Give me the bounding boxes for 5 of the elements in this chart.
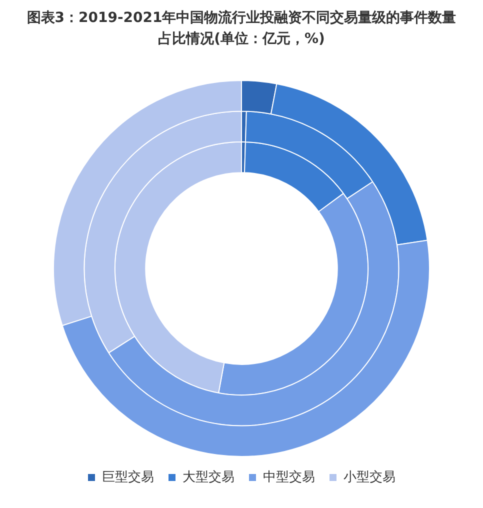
chart-title: 图表3：2019-2021年中国物流行业投融资不同交易量级的事件数量占比情况(单位：亿元，%) (26, 8, 458, 49)
legend-label: 中型交易 (263, 468, 315, 485)
legend-label: 巨型交易 (102, 468, 154, 485)
legend-label: 大型交易 (182, 468, 234, 485)
legend-label: 小型交易 (344, 468, 396, 485)
